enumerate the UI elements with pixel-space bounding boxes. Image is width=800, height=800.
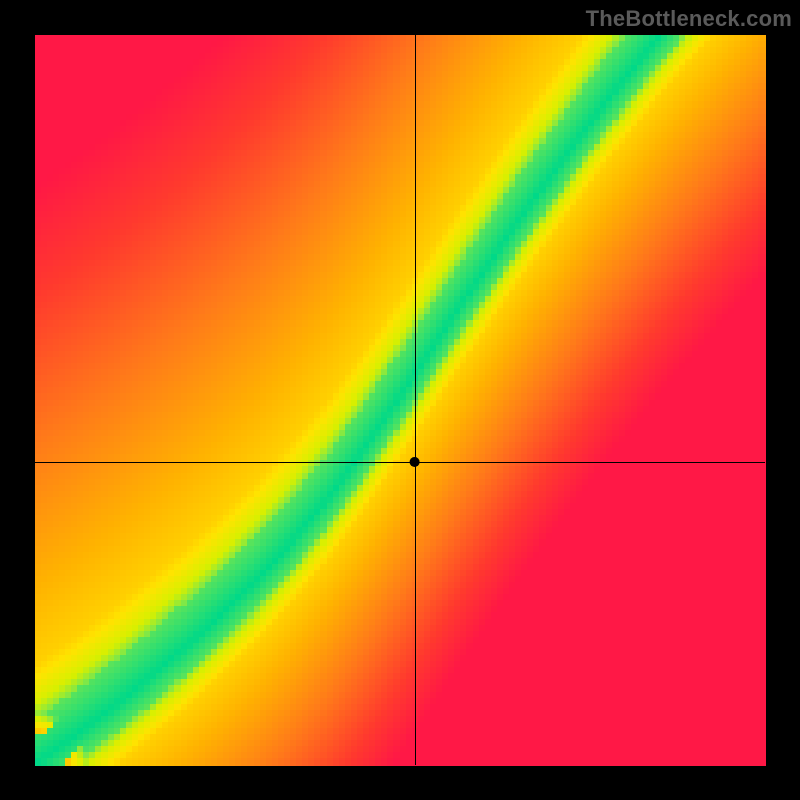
chart-container: TheBottleneck.com bbox=[0, 0, 800, 800]
watermark-text: TheBottleneck.com bbox=[586, 6, 792, 32]
heatmap-canvas bbox=[0, 0, 800, 800]
